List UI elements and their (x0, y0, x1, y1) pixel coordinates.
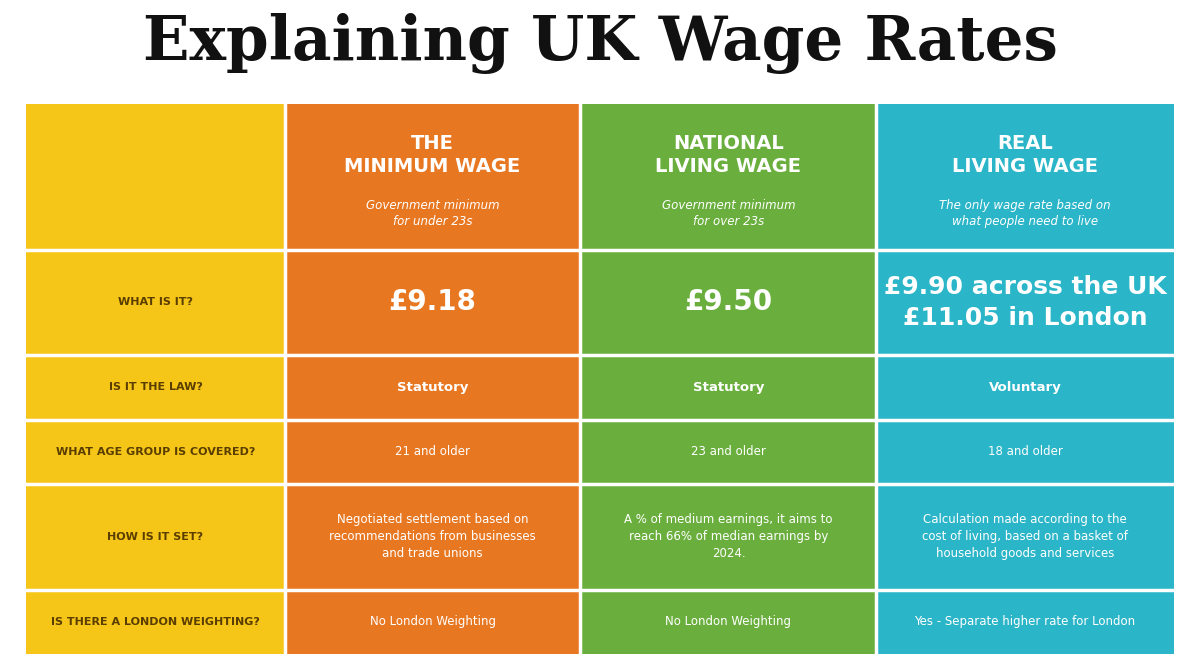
Text: Statutory: Statutory (397, 381, 468, 394)
Text: NATIONAL
LIVING WAGE: NATIONAL LIVING WAGE (655, 134, 802, 176)
Text: IS THERE A LONDON WEIGHTING?: IS THERE A LONDON WEIGHTING? (52, 617, 260, 627)
Text: A % of medium earnings, it aims to
reach 66% of median earnings by
2024.: A % of medium earnings, it aims to reach… (624, 514, 833, 561)
Bar (26, 589, 284, 654)
Text: Negotiated settlement based on
recommendations from businesses
and trade unions: Negotiated settlement based on recommend… (329, 514, 536, 561)
Text: HOW IS IT SET?: HOW IS IT SET? (107, 532, 204, 542)
Bar (876, 104, 1174, 250)
Bar (26, 419, 284, 484)
Text: £9.50: £9.50 (684, 288, 773, 316)
Bar (26, 484, 284, 589)
Text: WHAT IS IT?: WHAT IS IT? (118, 297, 193, 307)
Bar (876, 250, 1174, 355)
Bar (581, 104, 876, 250)
Bar (581, 589, 876, 654)
Text: The only wage rate based on
what people need to live: The only wage rate based on what people … (940, 199, 1111, 227)
Text: Statutory: Statutory (692, 381, 764, 394)
Text: THE
MINIMUM WAGE: THE MINIMUM WAGE (344, 134, 521, 176)
Bar (876, 355, 1174, 419)
Text: No London Weighting: No London Weighting (370, 615, 496, 628)
Bar (284, 589, 581, 654)
Text: 18 and older: 18 and older (988, 446, 1062, 458)
Text: Yes - Separate higher rate for London: Yes - Separate higher rate for London (914, 615, 1135, 628)
Bar (26, 250, 284, 355)
Bar (284, 355, 581, 419)
Bar (284, 419, 581, 484)
Text: WHAT AGE GROUP IS COVERED?: WHAT AGE GROUP IS COVERED? (55, 447, 256, 457)
Bar (581, 250, 876, 355)
Text: Explaining UK Wage Rates: Explaining UK Wage Rates (143, 13, 1057, 74)
Text: 23 and older: 23 and older (691, 446, 766, 458)
Text: Voluntary: Voluntary (989, 381, 1062, 394)
Text: No London Weighting: No London Weighting (666, 615, 792, 628)
Bar (581, 355, 876, 419)
Text: £9.18: £9.18 (389, 288, 476, 316)
Text: REAL
LIVING WAGE: REAL LIVING WAGE (952, 134, 1098, 176)
Text: IS IT THE LAW?: IS IT THE LAW? (108, 382, 203, 392)
Text: £9.90 across the UK
£11.05 in London: £9.90 across the UK £11.05 in London (883, 274, 1166, 330)
Bar (26, 355, 284, 419)
Bar (26, 104, 284, 250)
Bar (876, 484, 1174, 589)
Text: Calculation made according to the
cost of living, based on a basket of
household: Calculation made according to the cost o… (922, 514, 1128, 561)
Bar (284, 250, 581, 355)
Bar (581, 484, 876, 589)
Bar (284, 104, 581, 250)
Text: Government minimum
for over 23s: Government minimum for over 23s (661, 199, 796, 227)
Bar (876, 419, 1174, 484)
Bar (581, 419, 876, 484)
Text: 21 and older: 21 and older (395, 446, 470, 458)
Text: Government minimum
for under 23s: Government minimum for under 23s (366, 199, 499, 227)
Bar (284, 484, 581, 589)
Bar (876, 589, 1174, 654)
